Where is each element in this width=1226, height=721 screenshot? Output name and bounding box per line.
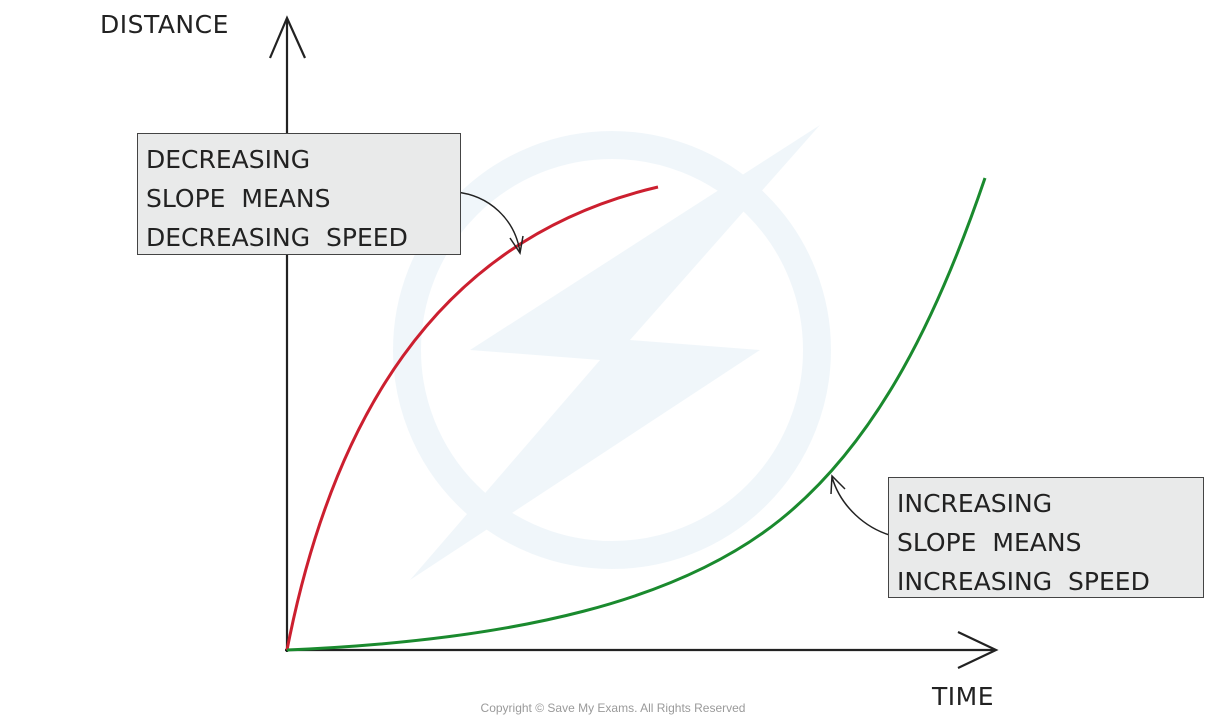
callout-line: DECREASING SPEED xyxy=(146,223,408,252)
callout-increasing-speed: INCREASING SLOPE MEANS INCREASING SPEED xyxy=(888,477,1204,598)
y-axis xyxy=(268,15,307,652)
copyright-notice: Copyright © Save My Exams. All Rights Re… xyxy=(480,701,746,715)
y-axis-label: DISTANCE xyxy=(100,10,229,39)
decreasing-speed-curve xyxy=(285,185,659,651)
callout-line: DECREASING xyxy=(146,145,311,174)
callout-line: SLOPE MEANS xyxy=(897,528,1082,557)
callout-decreasing-speed: DECREASING SLOPE MEANS DECREASING SPEED xyxy=(137,133,461,255)
callout-line: INCREASING xyxy=(897,489,1053,518)
watermark-logo xyxy=(393,125,831,580)
callout-line: SLOPE MEANS xyxy=(146,184,331,213)
callout-line: INCREASING SPEED xyxy=(897,567,1150,596)
x-axis-label: TIME xyxy=(932,682,995,711)
x-axis xyxy=(285,631,999,669)
increasing-speed-curve xyxy=(286,177,987,652)
